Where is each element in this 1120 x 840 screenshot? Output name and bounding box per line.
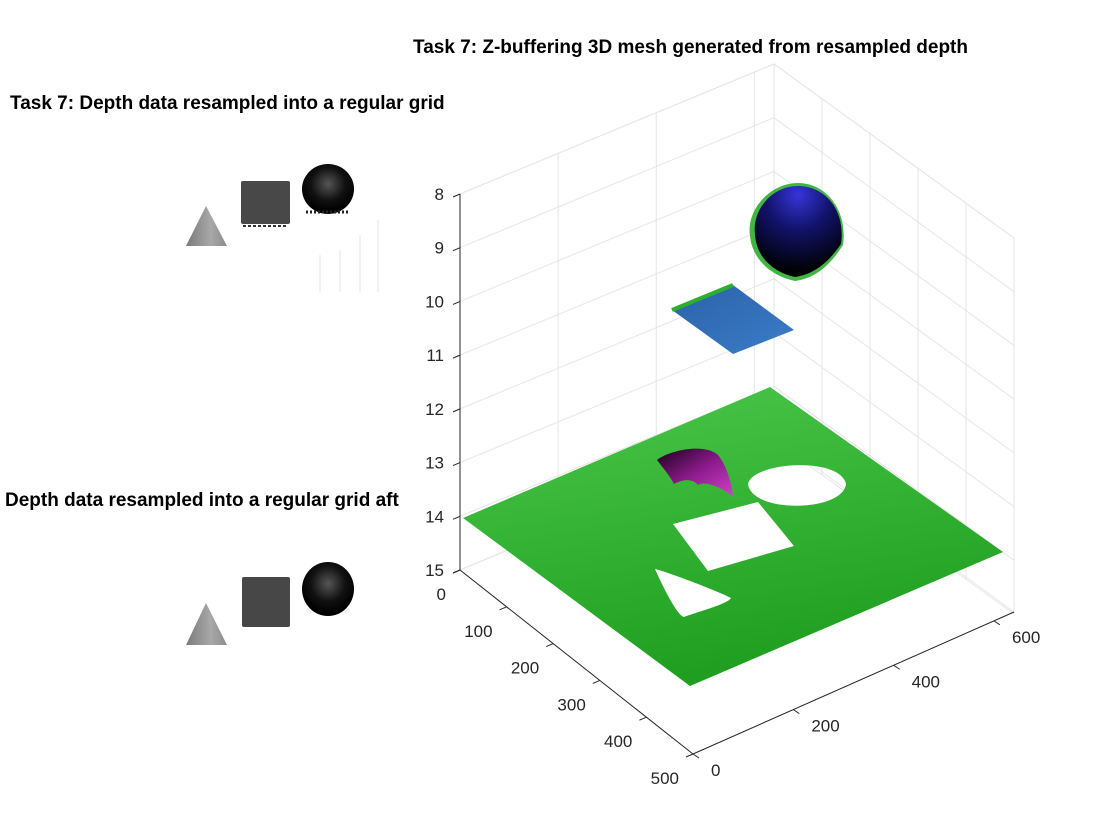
cone-surface [657,448,733,496]
sphere-surface [749,183,844,281]
z-tick-mark [452,354,461,359]
ground-plane-surface [463,387,1003,686]
z-tick-mark [452,408,461,413]
chart-3d-title: Task 7: Z-buffering 3D mesh generated fr… [413,37,968,58]
z-tick-mark [452,300,461,305]
faint-residue [319,220,379,292]
x-tick-mark [793,709,800,715]
y-tick-label: 200 [511,659,539,678]
x-tick-label: 200 [811,717,839,736]
x-tick-mark [993,620,1001,626]
z-tick-label: 13 [425,454,444,473]
x-tick-label: 400 [912,672,940,691]
z-tick-label: 15 [425,561,444,580]
x-axis-ticks: 0 200 400 600 [692,620,1040,780]
depth-image-top [186,164,379,292]
cone-depth-shape [186,206,227,246]
axis-lines [459,194,1015,755]
y-tick-label: 400 [604,732,632,751]
z-tick-mark [452,515,461,520]
cone-depth-shape [186,603,227,645]
z-tick-label: 8 [435,185,444,204]
z-tick-label: 12 [425,400,444,419]
z-tick-mark [452,193,461,198]
top-left-title: Task 7: Depth data resampled into a regu… [10,93,445,114]
y-tick-mark [499,606,507,611]
z-tick-label: 14 [425,507,444,526]
y-tick-label: 0 [437,585,446,604]
bottom-left-title: Depth data resampled into a regular grid… [5,490,399,511]
axes-3d: 8 9 10 11 12 13 14 15 0 100 200 300 400 500 0 200 400 6… [425,63,1040,788]
y-tick-mark [592,679,600,684]
grid-line [459,63,1015,239]
y-tick-mark [452,569,461,574]
y-tick-label: 100 [464,622,492,641]
depth-image-bottom [186,562,354,645]
y-tick-mark [546,643,554,648]
cube-depth-shape [241,181,290,224]
z-axis-ticks: 8 9 10 11 12 13 14 15 [425,185,461,580]
x-tick-mark [692,753,700,759]
z-tick-mark [452,247,461,252]
z-tick-mark [452,462,461,467]
y-tick-mark [685,753,694,758]
x-tick-label: 600 [1012,628,1040,647]
y-tick-label: 500 [651,769,679,788]
z-tick-label: 11 [426,346,444,365]
z-tick-label: 10 [425,292,444,311]
grid-lines [459,63,1015,615]
y-tick-label: 300 [557,695,585,714]
cube-depth-shape [242,577,290,627]
y-tick-mark [639,716,647,721]
z-tick-label: 9 [435,239,444,258]
x-tick-mark [893,664,900,670]
sphere-depth-shape [302,164,354,214]
y-axis-ticks: 0 100 200 300 400 500 [437,569,694,788]
square-surface [672,285,794,354]
sphere-depth-shape [302,562,354,616]
x-tick-label: 0 [711,761,720,780]
grid-line [459,117,1015,293]
square-edge [671,283,734,312]
